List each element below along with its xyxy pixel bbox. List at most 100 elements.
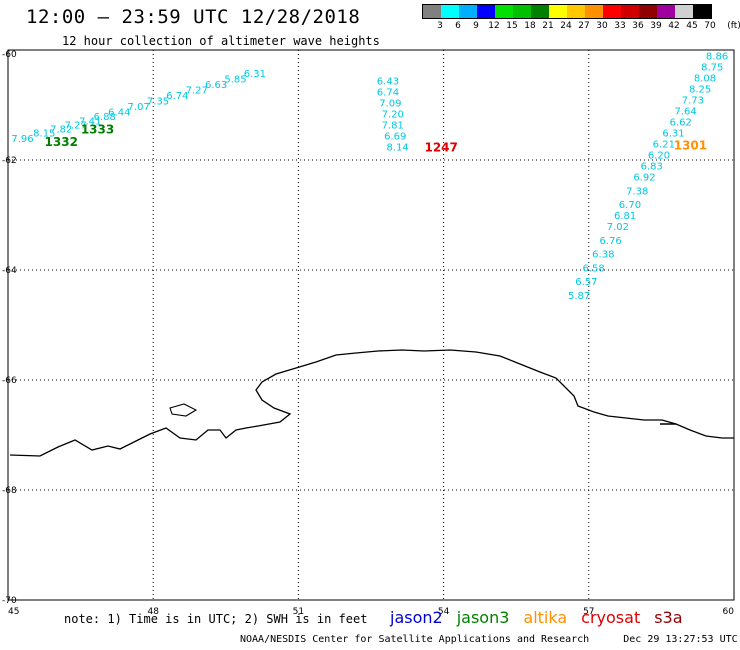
lon-tick-label: 57 — [583, 607, 594, 617]
legend-label: 42 — [668, 21, 680, 31]
wave-height-value: 5.85 — [224, 75, 246, 86]
pass-time-label: 1301 — [674, 139, 707, 153]
legend-label: 9 — [473, 21, 479, 31]
satellite-name: altika — [523, 608, 568, 627]
legend-label: 36 — [632, 21, 644, 31]
legend-label: 6 — [455, 21, 461, 31]
lon-tick-label: 54 — [438, 607, 450, 617]
wave-height-value: 6.43 — [377, 76, 399, 87]
wave-height-value: 6.83 — [641, 162, 663, 173]
legend-label: 70 — [704, 21, 716, 31]
legend-swatch — [495, 5, 513, 18]
wave-height-value: 8.08 — [694, 74, 716, 85]
wave-height-value: 6.70 — [619, 200, 641, 211]
satellite-name: jason2 — [390, 608, 443, 627]
wave-height-value: 7.64 — [674, 107, 696, 118]
lon-tick-label: 48 — [147, 607, 159, 617]
wave-height-value: 6.63 — [205, 80, 227, 91]
pass-time-label: 1332 — [45, 135, 78, 149]
legend-label: 45 — [686, 21, 698, 31]
wave-height-value: 6.44 — [108, 108, 130, 119]
wave-height-value: 6.21 — [653, 140, 675, 151]
wave-height-value: 7.38 — [626, 186, 648, 197]
legend-swatch — [531, 5, 549, 18]
legend-label: 27 — [578, 21, 590, 31]
map-title: 12:00 — 23:59 UTC 12/28/2018 — [26, 6, 361, 28]
legend-swatch — [513, 5, 531, 18]
footer-note: note: 1) Time is in UTC; 2) SWH is in fe… — [64, 612, 368, 626]
lat-tick-label: -70 — [2, 596, 17, 606]
wave-height-value: 7.73 — [682, 96, 704, 107]
wave-height-value: 8.25 — [689, 85, 711, 96]
wave-height-value: 6.74 — [377, 87, 399, 98]
legend-swatch — [423, 5, 441, 18]
legend-swatch — [657, 5, 675, 18]
legend-label: 3 — [437, 21, 443, 31]
wave-height-value: 6.88 — [94, 112, 116, 123]
credit-timestamp: Dec 29 13:27:53 UTC 2018 — [623, 634, 740, 645]
wave-height-value: 7.81 — [382, 120, 404, 131]
wave-height-value: 6.69 — [384, 131, 406, 142]
pass-time-label: 1333 — [81, 123, 114, 137]
legend-label: 39 — [650, 21, 662, 31]
credit-agency: NOAA/NESDIS Center for Satellite Applica… — [240, 634, 590, 645]
satellite-name: cryosat — [581, 608, 641, 627]
wave-height-value: 6.92 — [633, 173, 655, 184]
wave-height-value: 6.31 — [662, 129, 684, 140]
legend-label: 30 — [596, 21, 608, 31]
legend-label: 24 — [560, 21, 572, 31]
wave-height-value: 6.38 — [592, 250, 614, 261]
legend-swatch — [549, 5, 567, 18]
map-subtitle: 12 hour collection of altimeter wave hei… — [62, 34, 380, 48]
legend-swatch — [441, 5, 459, 18]
legend-label: (ft) — [727, 21, 740, 31]
legend-label: 18 — [524, 21, 536, 31]
map-frame — [7, 49, 735, 601]
legend-label: 33 — [614, 21, 626, 31]
wave-height-value: 6.31 — [244, 69, 266, 80]
wave-height-value: 5.87 — [568, 291, 590, 302]
wave-height-value: 6.76 — [599, 236, 621, 247]
lon-tick-label: 51 — [293, 607, 304, 617]
legend-swatches — [422, 4, 712, 19]
legend-swatch — [603, 5, 621, 18]
lon-tick-label: 45 — [8, 607, 19, 617]
satellite-name: jason3 — [456, 608, 510, 627]
lat-tick-label: -66 — [2, 376, 17, 386]
wave-height-value: 7.27 — [65, 120, 87, 131]
wave-height-value: 7.07 — [128, 102, 150, 113]
ice-shelf-inlet — [169, 403, 198, 417]
wave-height-value: 7.02 — [607, 222, 629, 233]
wave-height-value: 7.96 — [11, 134, 33, 145]
satellite-legend: jason2 jason3 altika cryosat s3a — [390, 608, 697, 627]
wave-height-value: 7.82 — [50, 125, 72, 136]
legend-swatch — [675, 5, 693, 18]
wave-height-value: 8.86 — [706, 52, 728, 63]
wave-height-value: 6.81 — [614, 211, 636, 222]
antarctic-coastline — [9, 349, 734, 457]
legend-swatch — [621, 5, 639, 18]
wave-height-value: 6.62 — [670, 118, 692, 129]
satellite-tracks: 7.96 8.157.827.277.416.886.447.077.356.74… — [11, 52, 728, 302]
wave-height-value: 8.15 — [33, 129, 55, 140]
legend-label: 15 — [506, 21, 518, 31]
wave-height-value: 7.35 — [147, 97, 169, 108]
legend-swatch — [567, 5, 585, 18]
legend-swatch — [585, 5, 603, 18]
legend-swatch — [639, 5, 657, 18]
lat-tick-label: -64 — [2, 266, 17, 276]
wave-height-value: 7.41 — [79, 116, 101, 127]
wave-height-value: 6.57 — [575, 277, 597, 288]
legend-swatch — [693, 5, 711, 18]
wave-height-value: 6.74 — [166, 91, 188, 102]
wave-height-value: 7.20 — [382, 109, 404, 120]
color-legend: 3 6 9 12 15 18 21 24 27 30 33 36 39 42 45 70 (ft) — [422, 4, 740, 31]
wave-height-value: 7.27 — [186, 86, 208, 97]
map-grid: 45 48 51 54 57 60 -60 -62 -64 -66 -68 -70 — [2, 50, 734, 617]
lat-tick-label: -60 — [2, 50, 17, 60]
satellite-name: s3a — [654, 608, 683, 627]
lat-tick-label: -68 — [2, 486, 17, 496]
wave-height-value: 8.14 — [386, 142, 408, 153]
wave-height-value: 7.09 — [379, 98, 401, 109]
